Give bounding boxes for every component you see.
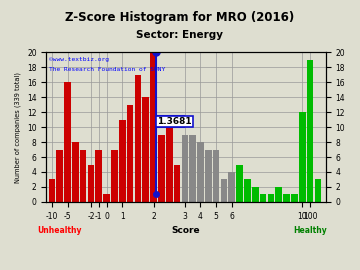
Text: Healthy: Healthy: [293, 226, 327, 235]
Bar: [205, 150, 212, 202]
Bar: [181, 134, 188, 202]
Text: The Research Foundation of SUNY: The Research Foundation of SUNY: [49, 67, 166, 72]
Bar: [307, 60, 313, 202]
Bar: [315, 180, 321, 202]
Bar: [189, 134, 196, 202]
Bar: [283, 194, 290, 202]
Bar: [119, 120, 126, 202]
Bar: [95, 150, 102, 202]
Bar: [260, 194, 266, 202]
Y-axis label: Number of companies (339 total): Number of companies (339 total): [15, 72, 22, 183]
Bar: [150, 52, 157, 202]
Bar: [88, 164, 94, 202]
Bar: [57, 150, 63, 202]
X-axis label: Score: Score: [172, 226, 201, 235]
Text: Sector: Energy: Sector: Energy: [136, 30, 224, 40]
Bar: [49, 180, 55, 202]
Text: Z-Score Histogram for MRO (2016): Z-Score Histogram for MRO (2016): [66, 11, 294, 24]
Text: ©www.textbiz.org: ©www.textbiz.org: [49, 57, 109, 62]
Bar: [174, 164, 180, 202]
Bar: [64, 82, 71, 202]
Bar: [197, 142, 204, 202]
Bar: [221, 180, 227, 202]
Text: 1.3681: 1.3681: [157, 117, 192, 126]
Bar: [244, 180, 251, 202]
Bar: [103, 194, 110, 202]
Bar: [267, 194, 274, 202]
Bar: [72, 142, 79, 202]
Bar: [213, 150, 220, 202]
Bar: [143, 97, 149, 202]
Bar: [111, 150, 118, 202]
Bar: [80, 150, 86, 202]
Bar: [135, 75, 141, 202]
Bar: [291, 194, 298, 202]
Bar: [158, 134, 165, 202]
Bar: [127, 105, 134, 202]
Bar: [229, 172, 235, 202]
Bar: [166, 120, 172, 202]
Bar: [236, 164, 243, 202]
Bar: [252, 187, 258, 202]
Bar: [275, 187, 282, 202]
Bar: [299, 112, 306, 202]
Text: Unhealthy: Unhealthy: [37, 226, 82, 235]
